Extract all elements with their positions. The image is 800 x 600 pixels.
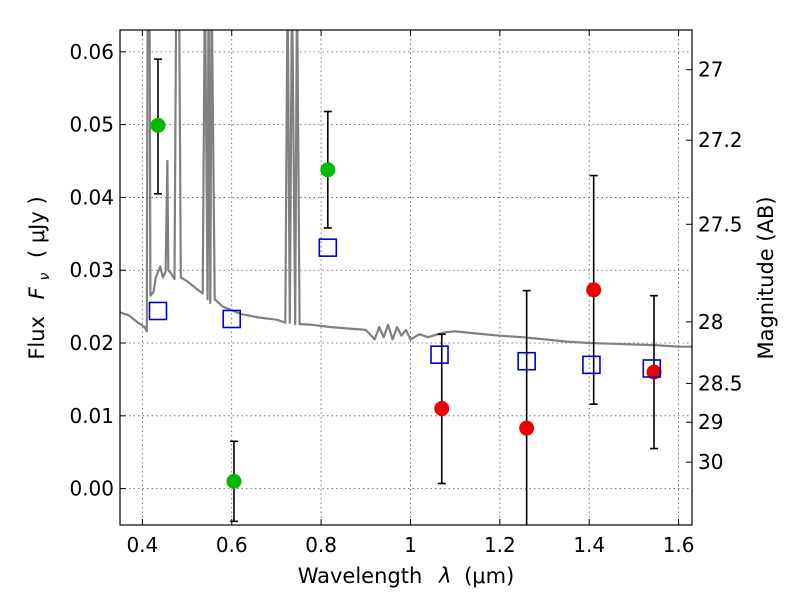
y2-tick-label: 27.5 xyxy=(698,212,743,236)
y-axis-label-unit: ( μJy ) xyxy=(25,196,49,258)
model-spectrum-line xyxy=(120,30,692,348)
x-axis-label-unit: (μm) xyxy=(464,564,514,588)
model-square-marker xyxy=(517,351,536,371)
y-tick-label: 0.06 xyxy=(69,40,114,64)
x-tick-label: 1.2 xyxy=(484,533,516,557)
y2-tick-label: 27 xyxy=(698,58,723,82)
y-tick-label: 0.02 xyxy=(69,331,114,355)
y-tick-label: 0.01 xyxy=(69,404,114,428)
x-tick-label: 1.6 xyxy=(663,533,695,557)
axis-ticks: 0.4 0.6 0.8 1 1.2 1.4 1.6 0.00 0.01 0.02 0.03 0.04 0… xyxy=(69,30,743,557)
red-data-point xyxy=(434,401,450,417)
model-square-marker xyxy=(582,355,601,375)
y2-axis-label: Magnitude (AB) xyxy=(754,196,778,359)
green-data-point xyxy=(150,117,166,133)
model-square-marker xyxy=(642,359,662,378)
red-data-point xyxy=(519,420,535,436)
x-axis-label: Wavelength λ (μm) xyxy=(298,564,515,588)
y-axis-label-main: Flux xyxy=(25,316,49,360)
red-data-point xyxy=(586,282,602,298)
plot-area xyxy=(120,30,692,525)
model-square-marker xyxy=(222,309,242,329)
red-data-point xyxy=(646,364,662,380)
green-data-point xyxy=(320,162,336,178)
model-square-marker xyxy=(318,238,338,257)
y-tick-label: 0.05 xyxy=(69,113,114,137)
model-square-marker xyxy=(430,345,449,364)
y2-tick-label: 29 xyxy=(698,410,723,434)
x-tick-label: 1 xyxy=(404,533,417,557)
x-tick-label: 0.6 xyxy=(216,533,248,557)
y-axis-label-subscript: ν xyxy=(37,273,53,281)
y2-tick-label: 27.2 xyxy=(698,128,743,152)
x-axis-label-main: Wavelength xyxy=(298,564,423,588)
y2-tick-label: 30 xyxy=(698,450,723,474)
y2-tick-label: 28.5 xyxy=(698,371,743,395)
y-tick-label: 0.04 xyxy=(69,185,114,209)
y-tick-label: 0.03 xyxy=(69,258,114,282)
x-tick-label: 0.4 xyxy=(126,533,158,557)
x-axis-label-symbol: λ xyxy=(438,564,451,588)
y-axis-label: Flux F ν ( μJy ) xyxy=(25,196,54,359)
x-tick-label: 0.8 xyxy=(305,533,337,557)
y2-tick-label: 28 xyxy=(698,310,723,334)
y-axis-label-symbol: F xyxy=(25,286,49,299)
model-square-marker xyxy=(148,301,168,321)
x-tick-label: 1.4 xyxy=(573,533,605,557)
green-data-point xyxy=(226,473,242,489)
plot-frame xyxy=(119,29,693,526)
y-tick-label: 0.00 xyxy=(69,477,114,501)
